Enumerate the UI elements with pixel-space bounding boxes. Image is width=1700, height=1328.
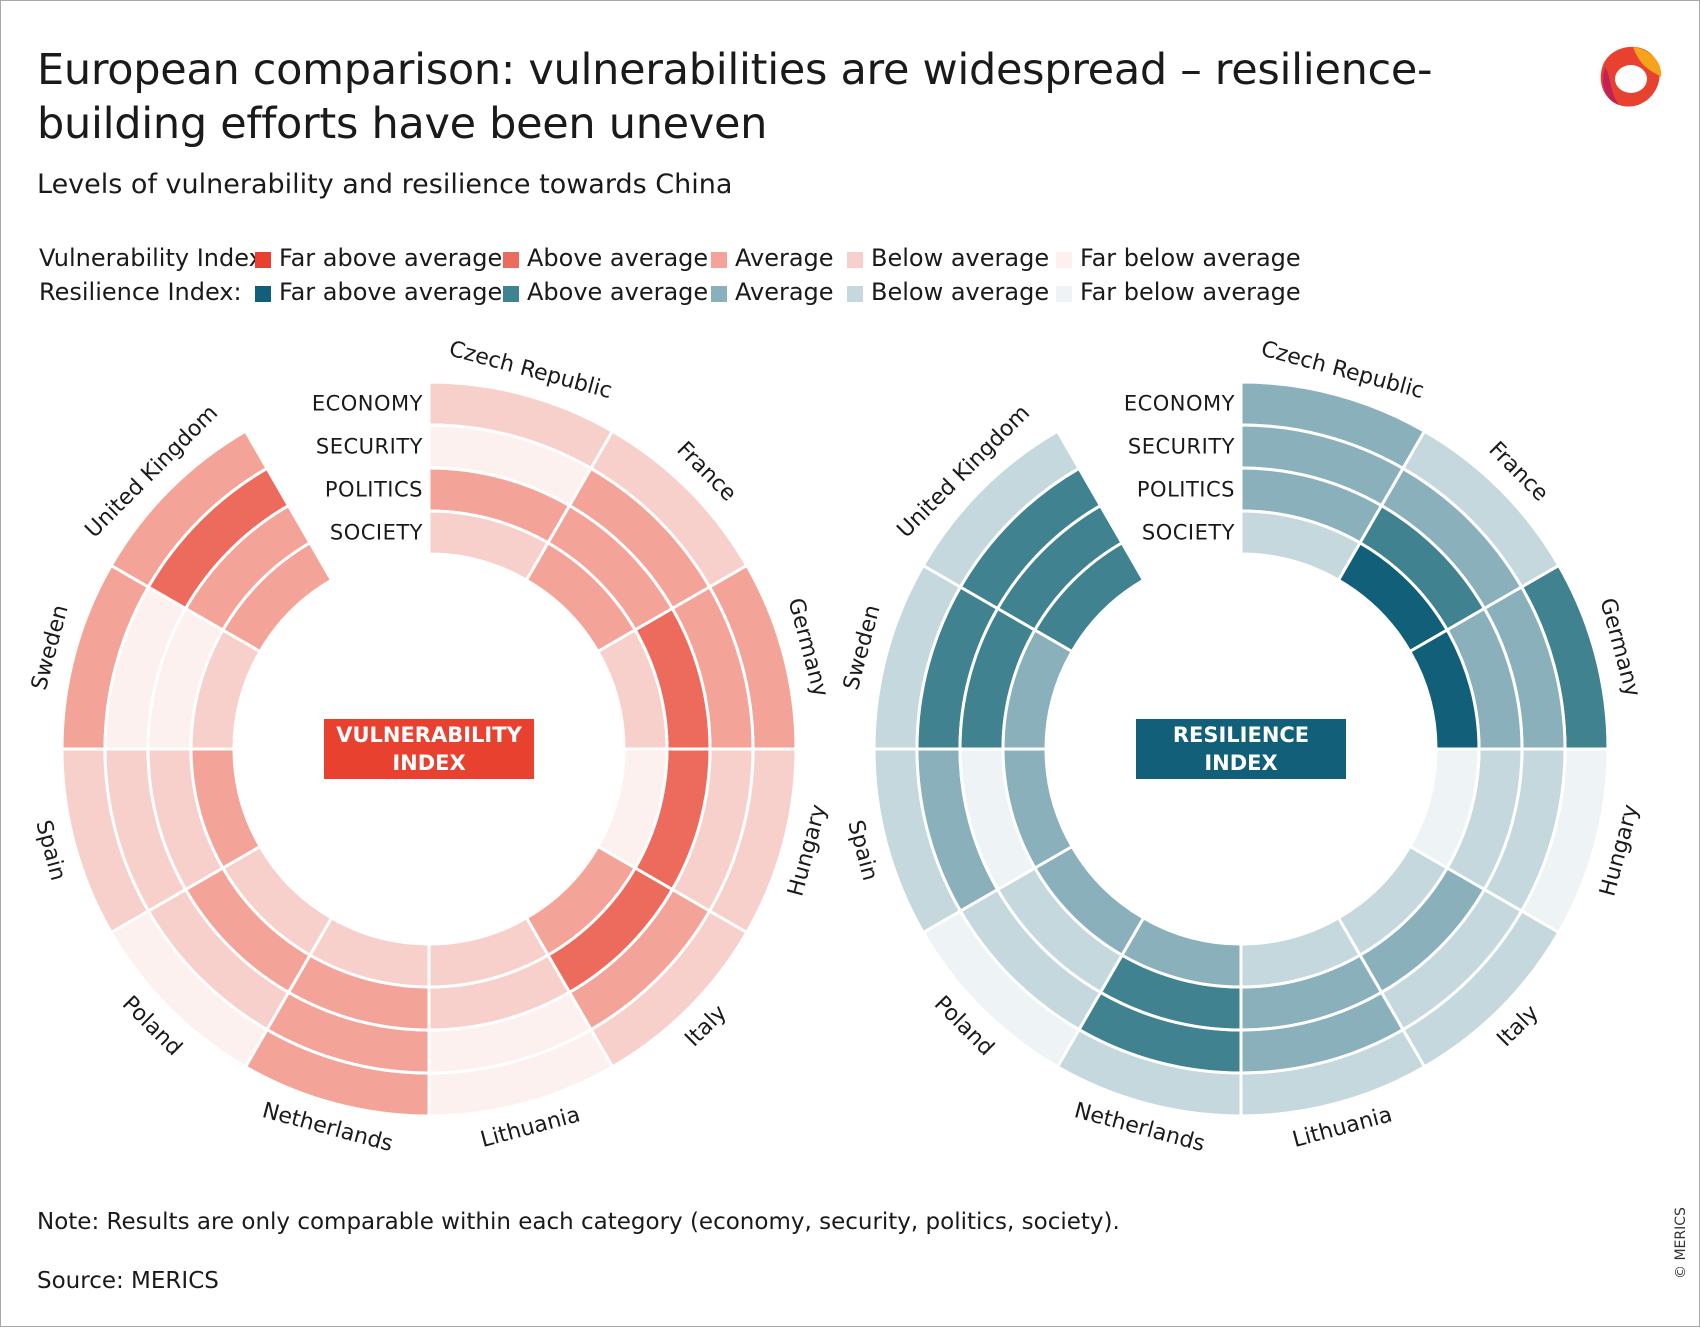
resilience-chart: Czech RepublicFranceGermanyHungaryItalyL… [839,337,1645,1157]
legend-swatch [255,286,271,302]
center-label-box [1136,719,1346,779]
center-label: INDEX [1204,751,1277,775]
legend-label: Far below average [1080,244,1301,272]
legend-label: Below average [871,278,1050,306]
legend-swatch [1056,252,1072,268]
country-label: Spain [30,818,70,884]
ring-label: SECURITY [1128,435,1235,459]
chart-subtitle: Levels of vulnerability and resilience t… [37,169,733,200]
vulnerability-chart: Czech RepublicFranceGermanyHungaryItalyL… [27,337,833,1157]
ring-label: ECONOMY [312,392,423,416]
chart-segment [220,540,334,654]
legend-label: Far below average [1080,278,1301,306]
center-label: RESILIENCE [1173,723,1309,747]
legend-row-label: Resilience Index: [39,278,242,306]
legend-label: Below average [871,244,1050,272]
center-label-box [324,719,534,779]
ring-label: SOCIETY [1142,521,1235,545]
legend-swatch [503,286,519,302]
chart-note: Note: Results are only comparable within… [37,1209,1120,1235]
legend-label: Far above average [279,278,503,306]
chart-segment [1032,540,1146,654]
merics-logo [1593,41,1665,113]
center-label: INDEX [392,751,465,775]
legend-label: Average [735,244,834,272]
ring-label: POLITICS [1137,478,1235,502]
country-label: Sweden [27,602,74,692]
ring-label: ECONOMY [1124,392,1235,416]
legend-label: Average [735,278,834,306]
ring-label: SECURITY [316,435,423,459]
chart-source: Source: MERICS [37,1268,219,1294]
legend-swatch [503,252,519,268]
legend-label: Far above average [279,244,503,272]
center-label: VULNERABILITY [336,723,522,747]
country-label: Spain [842,818,882,884]
legend-row-label: Vulnerability Index: [39,244,271,272]
legend-swatch [1056,286,1072,302]
ring-label: SOCIETY [330,521,423,545]
country-label: Sweden [839,602,886,692]
legend-swatch [847,286,863,302]
ring-label: POLITICS [325,478,423,502]
chart-title: European comparison: vulnerabilities are… [37,45,1433,149]
legend-swatch [711,286,727,302]
copyright: © MERICS [1673,1207,1689,1279]
legend-swatch [847,252,863,268]
legend-label: Above average [527,244,709,272]
legend-swatch [255,252,271,268]
legend-label: Above average [527,278,709,306]
legend-swatch [711,252,727,268]
